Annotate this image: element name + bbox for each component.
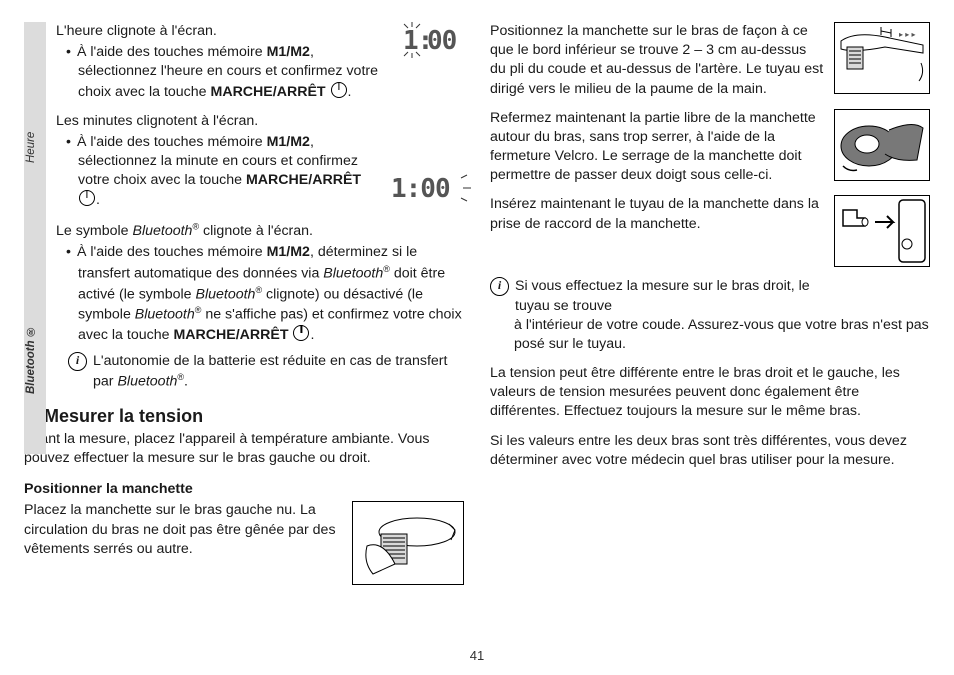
- right-p1: Positionnez la manchette sur le bras de …: [490, 22, 824, 99]
- marche-label: MARCHE/: [211, 84, 277, 100]
- svg-text:1:00: 1:00: [391, 174, 450, 204]
- lcd-hour-icon: 1: 00: [389, 22, 469, 58]
- side-label-bluetooth: Bluetooth ®: [24, 266, 46, 454]
- side-label-bt-text: Bluetooth ®: [25, 326, 37, 395]
- right-info-pre: Si vous effectuez la mesure sur le bras …: [515, 277, 824, 315]
- svg-text:▸ ▸ ▸: ▸ ▸ ▸: [899, 30, 916, 39]
- info-icon: i: [68, 352, 87, 371]
- heure-bullet: À l'aide des touches mémoire M1/M2, séle…: [66, 43, 381, 102]
- right-p4: La tension peut être différente entre le…: [490, 364, 930, 422]
- page-number: 41: [0, 648, 954, 663]
- side-label-heure: Heure: [24, 22, 46, 272]
- bt-bullet: À l'aide des touches mémoire M1/M2, déte…: [66, 243, 464, 345]
- positionner-text: Placez la manchette sur le bras gauche n…: [24, 501, 342, 559]
- power-icon: [293, 325, 309, 341]
- section-5-p1: Avant la mesure, placez l'appareil à tem…: [24, 430, 464, 468]
- power-icon: [79, 190, 95, 206]
- figure-arm-cuff-1: [352, 501, 464, 585]
- info-icon: i: [490, 277, 509, 296]
- right-info-rest: à l'intérieur de votre coude. Assurez-vo…: [490, 316, 930, 354]
- right-info-block: i Si vous effectuez la mesure sur le bra…: [490, 277, 930, 354]
- right-p5: Si les valeurs entre les deux bras sont …: [490, 432, 930, 470]
- figure-position-cuff: ▸ ▸ ▸: [834, 22, 930, 94]
- bt-intro: Le symbole Bluetooth® clignote à l'écran…: [56, 223, 313, 239]
- left-body: L'heure clignote à l'écran. À l'aide des…: [56, 22, 464, 392]
- side-label-heure-text: Heure: [25, 131, 37, 162]
- positionner-title: Positionner la manchette: [24, 480, 464, 499]
- figure-insert-tube: [834, 195, 930, 267]
- bt-info-text: L'autonomie de la batterie est réduite e…: [93, 352, 464, 392]
- svg-text:00: 00: [427, 26, 457, 56]
- left-column: Heure Bluetooth ® 1: 00: [24, 22, 464, 595]
- power-icon: [331, 82, 347, 98]
- bt-battery-info: i L'autonomie de la batterie est réduite…: [68, 352, 464, 392]
- section-5-title: 5. Mesurer la tension: [24, 404, 464, 428]
- lcd-minute-icon: 1:00: [389, 170, 477, 206]
- minutes-intro: Les minutes clignotent à l'écran.: [56, 113, 258, 129]
- heure-intro: L'heure clignote à l'écran.: [56, 23, 217, 39]
- arret-label: ARRÊT: [277, 84, 326, 100]
- right-p2: Refermez maintenant la partie libre de l…: [490, 109, 824, 186]
- right-column: Positionnez la manchette sur le bras de …: [490, 22, 930, 595]
- figure-close-cuff: [834, 109, 930, 181]
- minutes-bullet: À l'aide des touches mémoire M1/M2, séle…: [66, 133, 381, 211]
- right-p3: Insérez maintenant le tuyau de la manche…: [490, 195, 824, 233]
- m1m2-label: M1/M2: [267, 44, 310, 60]
